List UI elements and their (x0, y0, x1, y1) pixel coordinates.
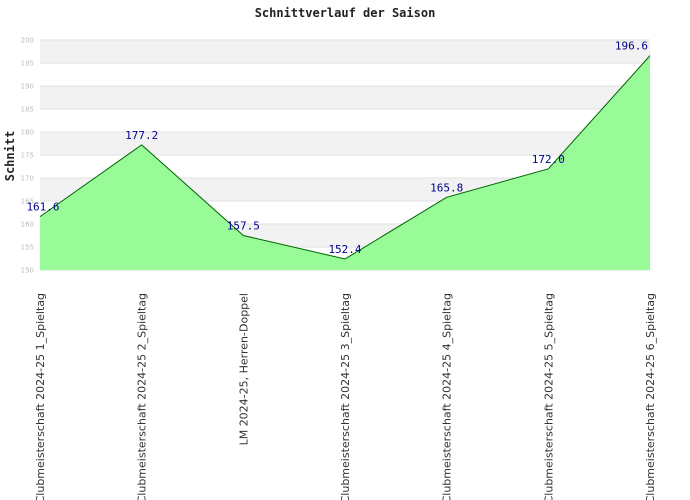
y-axis-label: Schnitt (3, 131, 17, 182)
x-axis-ticks: Clubmeisterschaft 2024-25 1_Spieltag Club… (34, 293, 657, 500)
background-band (40, 86, 650, 109)
y-tick-label: 155 (21, 244, 34, 252)
data-label: 177.2 (125, 129, 158, 142)
series-line (39, 55, 651, 260)
data-label: 165.8 (430, 181, 463, 194)
background-band (40, 63, 650, 86)
background-band (40, 109, 650, 132)
y-tick-label: 175 (21, 152, 34, 160)
data-label: 196.6 (615, 40, 648, 53)
y-tick-label: 190 (21, 83, 34, 91)
y-tick-label: 185 (21, 106, 34, 114)
background-band (40, 155, 650, 178)
background-band (40, 40, 650, 63)
data-label: 157.5 (227, 220, 260, 233)
data-label: 172.0 (532, 153, 565, 166)
background-bands (40, 40, 650, 270)
x-tick-label: LM 2024-25, Herren-Doppel (237, 293, 250, 445)
y-tick-label: 200 (21, 37, 34, 45)
y-tick-label: 150 (21, 267, 34, 275)
x-tick-label: Clubmeisterschaft 2024-25 3_Spieltag (339, 293, 352, 500)
x-tick-label: Clubmeisterschaft 2024-25 6_Spieltag (644, 293, 657, 500)
x-tick-label: Clubmeisterschaft 2024-25 4_Spieltag (441, 293, 454, 500)
data-label: 161.6 (26, 201, 59, 214)
y-tick-label: 165 (21, 198, 34, 206)
data-label: 152.4 (328, 243, 361, 256)
y-tick-label: 160 (21, 221, 34, 229)
area-fill (40, 55, 650, 270)
y-axis-ticks: 150 155 160 165 170 175 180 185 190 195 200 (21, 37, 34, 275)
background-band (40, 132, 650, 155)
x-tick-label: Clubmeisterschaft 2024-25 2_Spieltag (136, 293, 149, 500)
chart-title: Schnittverlauf der Saison (255, 6, 436, 20)
x-tick-label: Clubmeisterschaft 2024-25 5_Spieltag (542, 293, 555, 500)
y-tick-label: 195 (21, 60, 34, 68)
x-tick-label: Clubmeisterschaft 2024-25 1_Spieltag (34, 293, 47, 500)
data-labels: 161.6 177.2 157.5 152.4 165.8 172.0 196.6 (26, 40, 648, 256)
y-tick-label: 170 (21, 175, 34, 183)
y-tick-label: 180 (21, 129, 34, 137)
